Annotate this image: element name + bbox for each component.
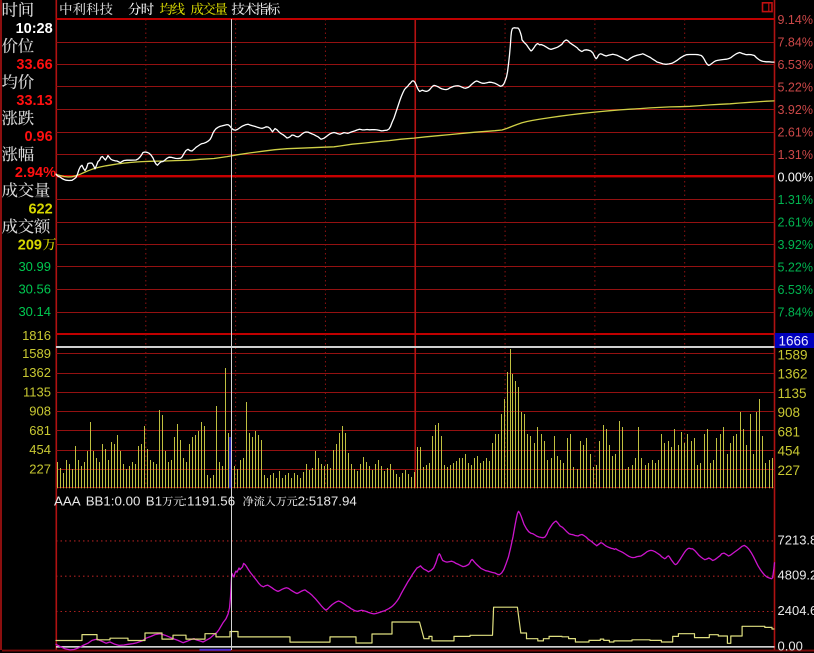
svg-text:2: 2 bbox=[298, 494, 305, 509]
svg-text:0: 0 bbox=[133, 494, 140, 509]
svg-text:1135: 1135 bbox=[778, 386, 807, 401]
svg-text:0.00%: 0.00% bbox=[778, 171, 813, 185]
svg-text:0.96: 0.96 bbox=[24, 129, 52, 145]
svg-text:1: 1 bbox=[155, 494, 162, 509]
svg-text:1.31%: 1.31% bbox=[778, 193, 813, 207]
svg-text:1: 1 bbox=[209, 494, 216, 509]
svg-text:1: 1 bbox=[187, 494, 194, 509]
svg-text:3.92%: 3.92% bbox=[778, 103, 813, 117]
svg-text:B: B bbox=[146, 494, 155, 509]
svg-text:8: 8 bbox=[324, 494, 331, 509]
svg-text:33.13: 33.13 bbox=[16, 93, 52, 109]
svg-text:0: 0 bbox=[126, 494, 133, 509]
svg-text:1: 1 bbox=[316, 494, 323, 509]
svg-text:7.84%: 7.84% bbox=[778, 36, 813, 50]
svg-text:2.61%: 2.61% bbox=[778, 126, 813, 140]
svg-text:1.31%: 1.31% bbox=[778, 148, 813, 162]
svg-text::: : bbox=[305, 494, 309, 509]
svg-text::: : bbox=[183, 494, 187, 509]
svg-text:6: 6 bbox=[228, 494, 235, 509]
svg-text:908: 908 bbox=[778, 405, 801, 420]
svg-text:1135: 1135 bbox=[23, 384, 51, 399]
svg-text:A: A bbox=[63, 494, 72, 509]
svg-text:0: 0 bbox=[115, 494, 122, 509]
svg-text:5: 5 bbox=[309, 494, 316, 509]
svg-text:7213.8: 7213.8 bbox=[778, 532, 814, 547]
svg-text:30.99: 30.99 bbox=[18, 259, 51, 274]
svg-text:454: 454 bbox=[29, 442, 51, 457]
svg-text:6.53%: 6.53% bbox=[778, 283, 813, 297]
svg-text:1362: 1362 bbox=[22, 365, 51, 380]
svg-text:A: A bbox=[54, 494, 63, 509]
svg-text:1666: 1666 bbox=[779, 334, 809, 349]
svg-text:0.00: 0.00 bbox=[778, 638, 803, 653]
svg-text:1362: 1362 bbox=[778, 367, 808, 382]
svg-text:454: 454 bbox=[778, 444, 801, 459]
svg-text::: : bbox=[111, 494, 115, 509]
svg-text:33.66: 33.66 bbox=[16, 57, 52, 73]
svg-text:3.92%: 3.92% bbox=[778, 238, 813, 252]
svg-text:5.22%: 5.22% bbox=[778, 81, 813, 95]
svg-text:1: 1 bbox=[194, 494, 201, 509]
svg-text:681: 681 bbox=[29, 423, 51, 438]
svg-text:622: 622 bbox=[28, 201, 52, 217]
svg-text:7.84%: 7.84% bbox=[778, 306, 813, 320]
svg-text:A: A bbox=[72, 494, 81, 509]
svg-text:1: 1 bbox=[103, 494, 110, 509]
svg-text:4809.2: 4809.2 bbox=[778, 568, 814, 583]
svg-text:B: B bbox=[95, 494, 104, 509]
svg-text:30.56: 30.56 bbox=[18, 282, 51, 297]
svg-text:30.14: 30.14 bbox=[18, 304, 51, 319]
svg-text:1589: 1589 bbox=[22, 346, 51, 361]
svg-text:1816: 1816 bbox=[22, 328, 51, 343]
svg-text:.: . bbox=[122, 494, 126, 509]
svg-text:B: B bbox=[86, 494, 95, 509]
svg-text:9: 9 bbox=[342, 494, 349, 509]
svg-text:681: 681 bbox=[778, 424, 801, 439]
svg-text:10:28: 10:28 bbox=[16, 21, 53, 37]
svg-text:2404.6: 2404.6 bbox=[778, 603, 814, 618]
svg-text:5: 5 bbox=[220, 494, 227, 509]
svg-text:2.61%: 2.61% bbox=[778, 216, 813, 230]
svg-text:.: . bbox=[338, 494, 342, 509]
svg-text:6.53%: 6.53% bbox=[778, 58, 813, 72]
svg-text:227: 227 bbox=[29, 462, 51, 477]
svg-text:209: 209 bbox=[18, 237, 42, 253]
svg-text:9: 9 bbox=[202, 494, 209, 509]
svg-text:7: 7 bbox=[331, 494, 338, 509]
svg-text:.: . bbox=[217, 494, 221, 509]
svg-text:9.14%: 9.14% bbox=[778, 13, 813, 27]
svg-text:1589: 1589 bbox=[778, 347, 808, 362]
svg-text:908: 908 bbox=[29, 404, 51, 419]
svg-text:5.22%: 5.22% bbox=[778, 261, 813, 275]
svg-text:4: 4 bbox=[349, 494, 356, 509]
svg-text:227: 227 bbox=[778, 463, 801, 478]
svg-text:2.94%: 2.94% bbox=[15, 165, 56, 181]
